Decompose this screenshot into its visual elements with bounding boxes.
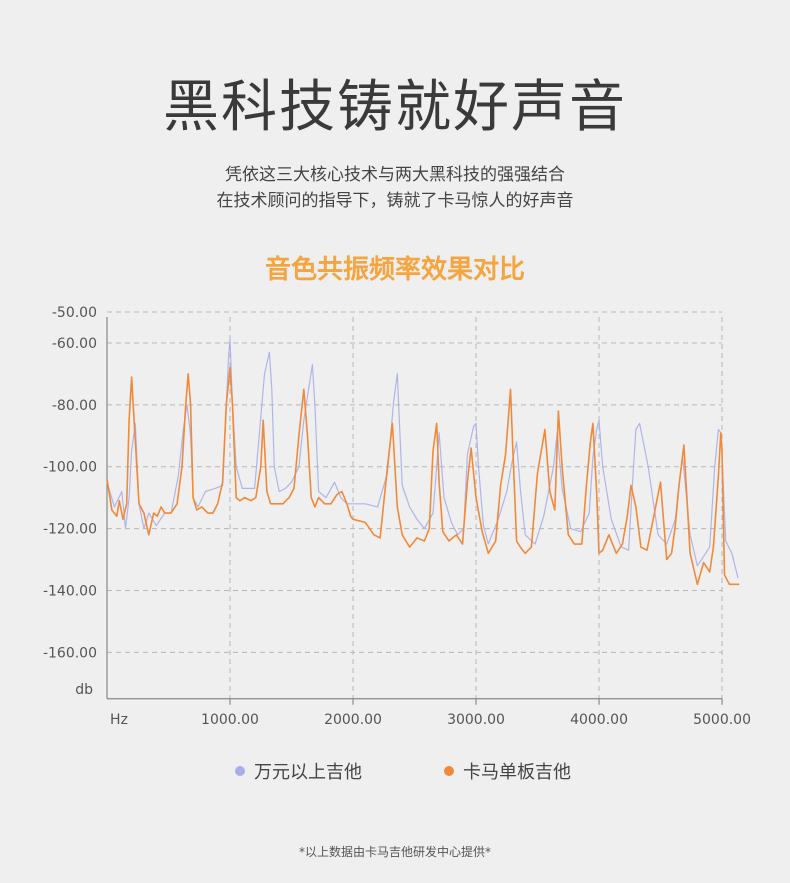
page-headline: 黑科技铸就好声音 <box>163 75 627 140</box>
legend-dot-kama <box>444 766 454 776</box>
footnote: *以上数据由卡马吉他研发中心提供* <box>298 845 491 859</box>
intro-line-1: 凭依这三大核心技术与两大黑科技的强强结合 <box>225 165 565 185</box>
legend-item-premium: 万元以上吉他 <box>235 758 362 784</box>
legend-label-kama: 卡马单板吉他 <box>463 762 571 783</box>
chart-grid <box>107 311 723 699</box>
legend-dot-premium <box>235 766 245 776</box>
x-tick-label: 4000.00 <box>570 712 628 728</box>
x-tick-label: 5000.00 <box>693 712 751 728</box>
y-tick-label: -120.00 <box>43 522 97 538</box>
legend-label-premium: 万元以上吉他 <box>254 762 362 783</box>
y-axis-unit-label: db <box>75 682 93 698</box>
chart-axes <box>106 317 723 705</box>
legend-item-kama: 卡马单板吉他 <box>444 758 571 784</box>
y-tick-label: -140.00 <box>43 583 97 599</box>
frequency-response-chart: -50.00 -60.00 -80.00 -100.00 -120.00 -140.00 -… <box>43 305 751 728</box>
x-axis-unit-label: Hz <box>110 712 128 728</box>
intro-text: 凭依这三大核心技术与两大黑科技的强强结合 在技术顾问的指导下，铸就了卡马惊人的好… <box>0 162 790 214</box>
chart-series <box>106 339 740 586</box>
series-line-kama <box>106 366 740 586</box>
y-tick-label: -60.00 <box>52 336 97 352</box>
x-tick-label: 1000.00 <box>201 712 259 728</box>
y-tick-label: -100.00 <box>43 460 97 476</box>
y-tick-label: -160.00 <box>43 645 97 661</box>
intro-line-2: 在技术顾问的指导下，铸就了卡马惊人的好声音 <box>216 191 574 211</box>
chart-tick-labels: -50.00 -60.00 -80.00 -100.00 -120.00 -140.00 -… <box>43 305 751 728</box>
y-tick-label: -80.00 <box>52 398 97 414</box>
chart-legend: 万元以上吉他 卡马单板吉他 <box>0 758 790 784</box>
y-tick-label: -50.00 <box>52 305 97 321</box>
x-tick-label: 3000.00 <box>447 712 505 728</box>
chart-title: 音色共振频率效果对比 <box>264 255 525 285</box>
series-line-premium <box>106 339 739 579</box>
x-tick-label: 2000.00 <box>324 712 382 728</box>
